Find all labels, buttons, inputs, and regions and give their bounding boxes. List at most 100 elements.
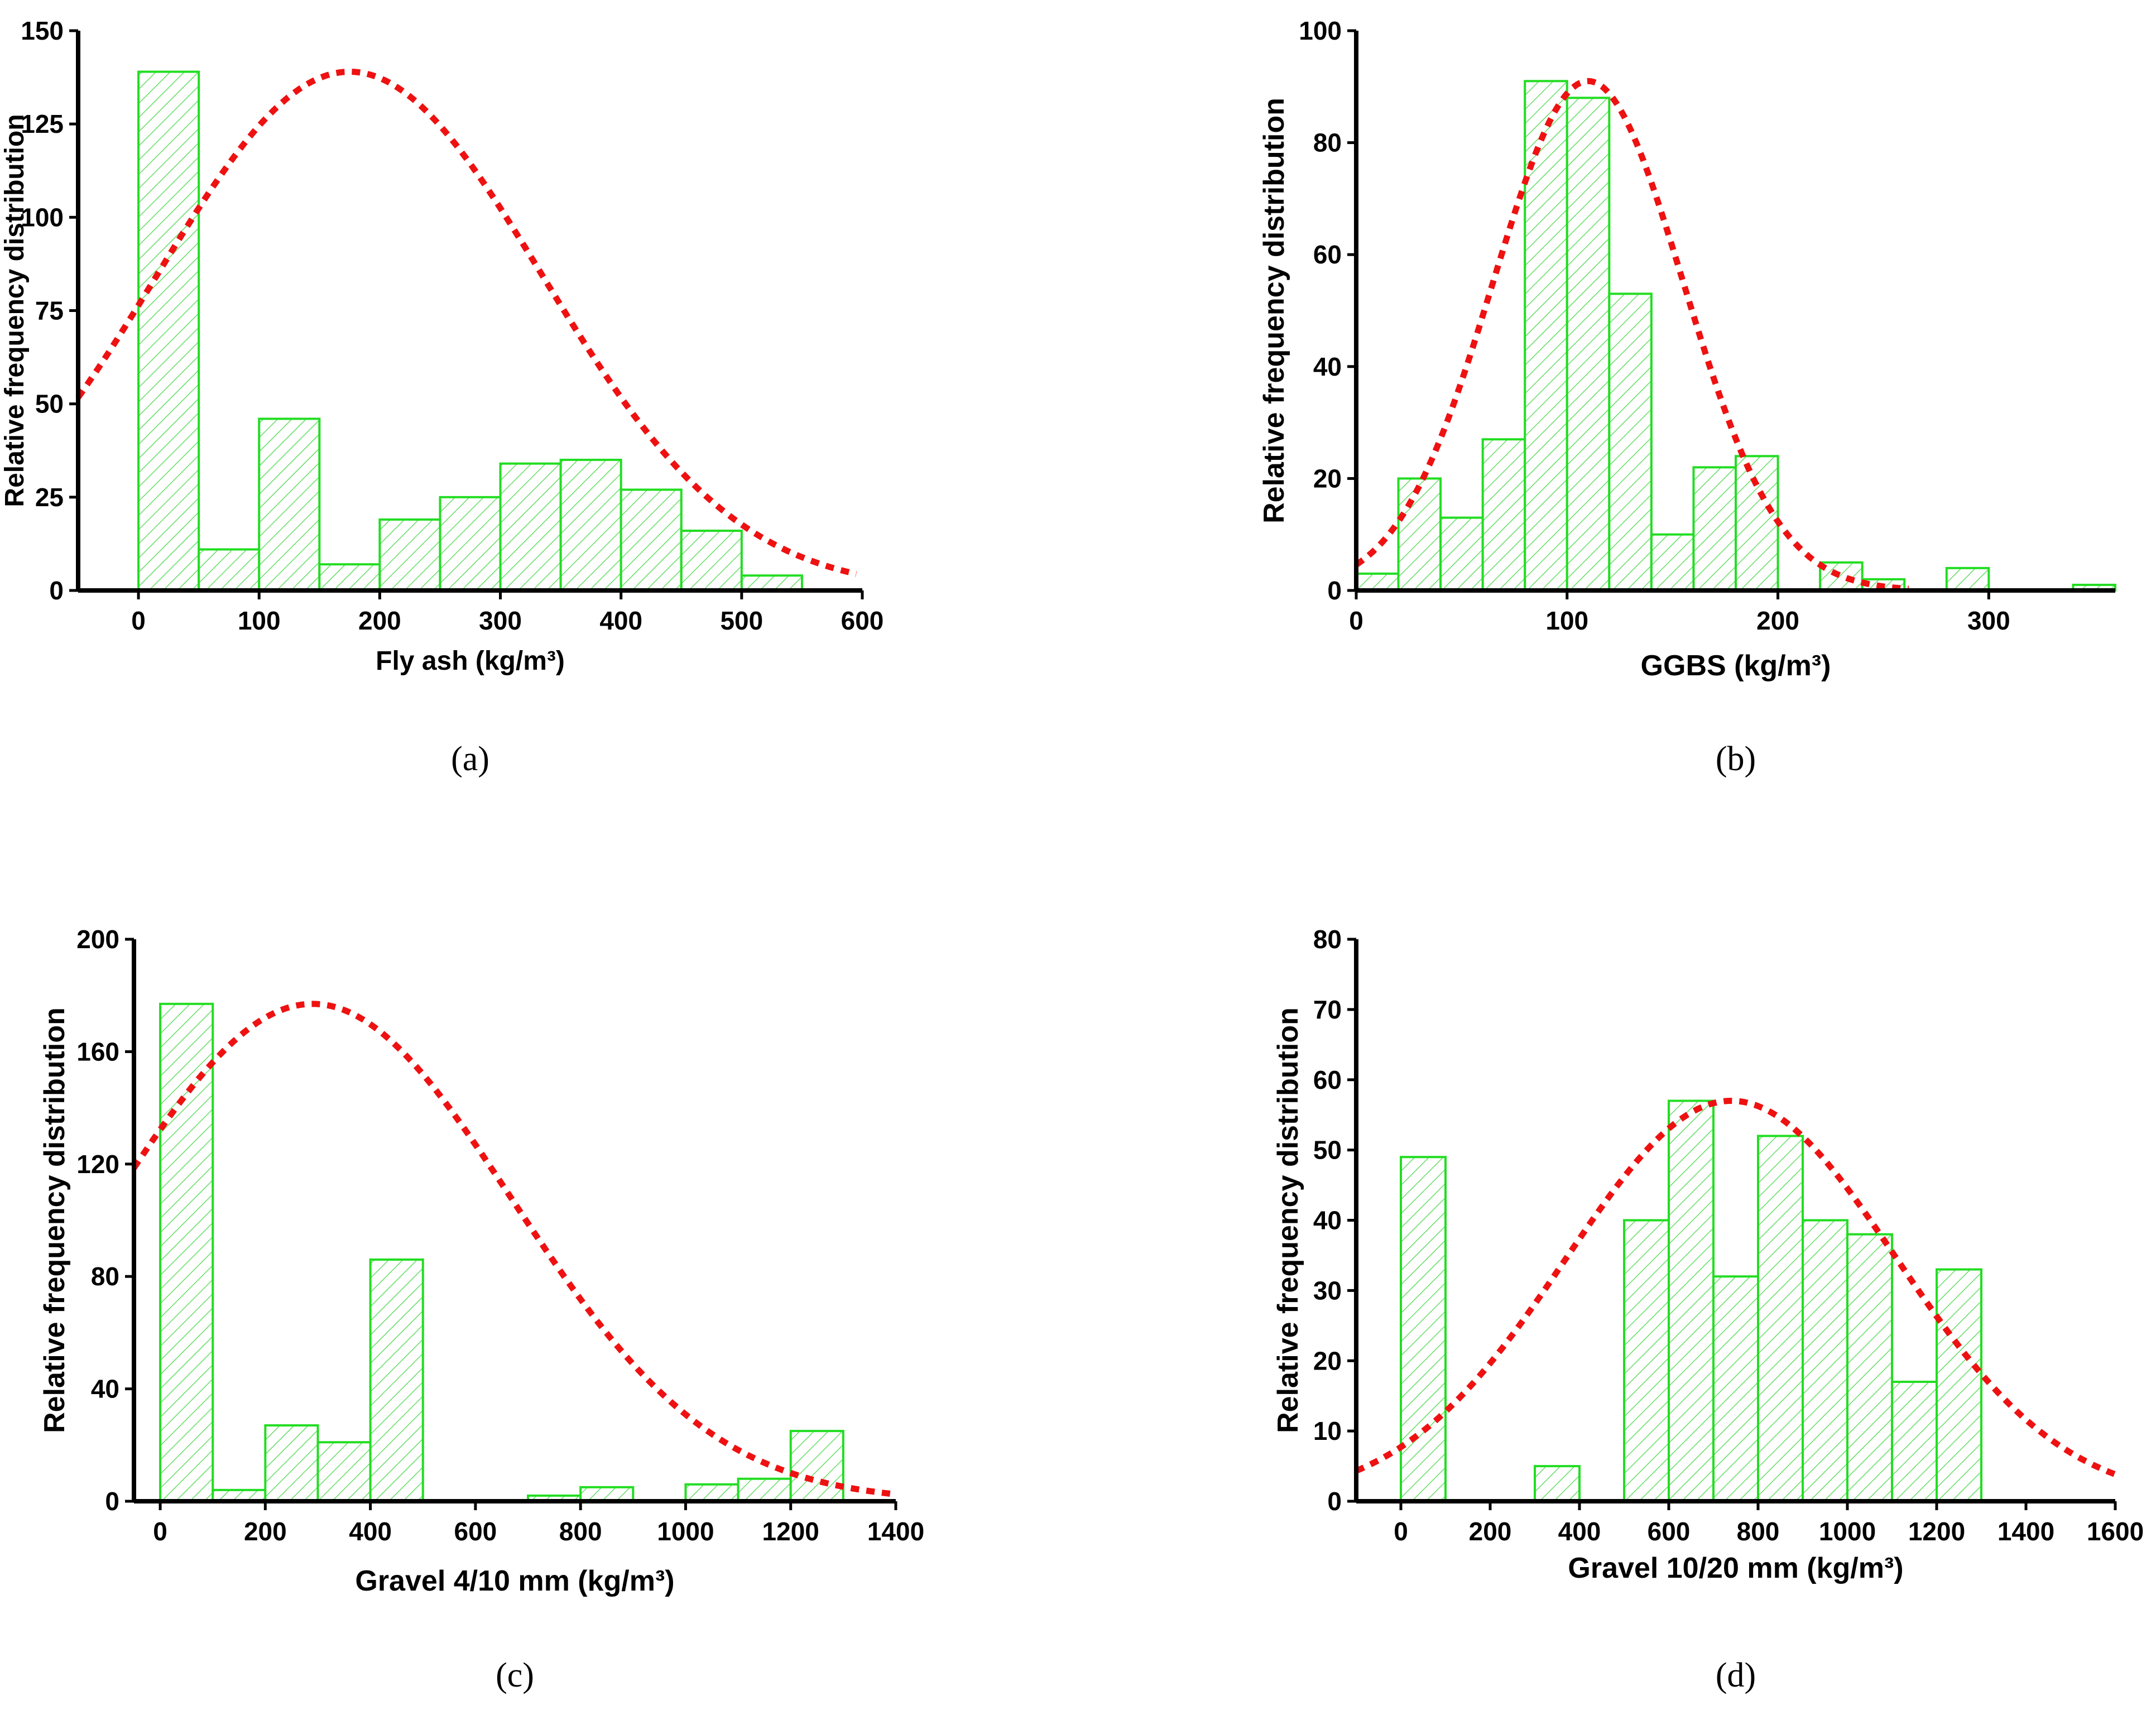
y-axis-title-d: Relative frequency distribution [1272, 1007, 1304, 1433]
x-tick-label-d-7: 1400 [1997, 1517, 2054, 1546]
x-tick-label-d-8: 1600 [2087, 1517, 2144, 1546]
y-tick-label-a-6: 150 [21, 16, 64, 45]
x-tick-label-c-7: 1400 [867, 1517, 924, 1546]
histogram-bar-a-7 [559, 458, 622, 592]
histogram-bar-d-5 [1757, 1135, 1804, 1502]
panel-caption-c: (c) [496, 1656, 534, 1694]
y-tick-label-d-7: 70 [1313, 995, 1342, 1024]
chart-panel-a: 0 25 50 75 100 125 150 0 100 200 300 400 500 600 Fly a… [0, 16, 883, 778]
x-tick-label-d-2: 400 [1558, 1517, 1601, 1546]
normal-fit-curve-d [1355, 1097, 2116, 1477]
y-tick-label-b-3: 60 [1313, 240, 1342, 269]
y-tick-label-d-3: 30 [1313, 1276, 1342, 1305]
x-tick-label-c-0: 0 [153, 1517, 167, 1546]
histogram-bar-a-6 [499, 462, 562, 592]
panel-caption-a: (a) [451, 740, 489, 778]
x-tick-label-c-4: 800 [559, 1517, 602, 1546]
y-tick-label-b-1: 20 [1313, 464, 1342, 493]
histogram-bar-c-3 [316, 1441, 372, 1502]
y-tick-label-b-5: 100 [1299, 16, 1342, 45]
y-tick-label-a-2: 50 [35, 390, 64, 419]
y-tick-label-d-4: 40 [1313, 1206, 1342, 1235]
histogram-bar-c-4 [369, 1258, 424, 1502]
histogram-bar-a-9 [680, 530, 743, 592]
y-axis-title-b: Relative frequency distribution [1258, 98, 1290, 523]
histogram-bar-b-1 [1397, 477, 1442, 592]
y-axis-title-a: Relative frequency distribution [0, 114, 30, 507]
normal-fit-curve-c [131, 1001, 896, 1497]
y-tick-label-c-2: 80 [91, 1262, 119, 1291]
y-tick-label-c-1: 40 [91, 1375, 119, 1404]
histogram-bar-c-7 [684, 1483, 740, 1503]
x-tick-label-b-3: 300 [1967, 606, 2010, 635]
histogram-bar-d-9 [1936, 1268, 1982, 1503]
histogram-bar-d-2 [1623, 1219, 1670, 1502]
x-tick-label-a-6: 600 [841, 606, 884, 635]
chart-panel-c: 0 40 80 120 160 200 0 200 400 600 800 1000 1200 1400 G… [39, 925, 924, 1694]
histogram-bar-d-3 [1668, 1099, 1715, 1502]
x-tick-label-c-6: 1200 [762, 1517, 819, 1546]
x-tick-label-d-4: 800 [1737, 1517, 1780, 1546]
histogram-bar-a-5 [439, 496, 502, 592]
normal-fit-curve-b [1354, 78, 1909, 592]
histogram-bar-a-8 [620, 488, 683, 592]
x-axis-title-c: Gravel 4/10 mm (kg/m³) [355, 1565, 674, 1597]
chart-panel-b: 0 20 40 60 80 100 0 100 200 300 GGBS (kg/m³) Relati… [1258, 16, 2116, 778]
y-tick-label-d-1: 10 [1313, 1416, 1342, 1445]
histogram-bar-b-4 [1524, 80, 1568, 592]
x-tick-label-c-5: 1000 [657, 1517, 714, 1546]
normal-fit-curve-a [75, 69, 857, 577]
panel-caption-d: (d) [1716, 1656, 1756, 1694]
histogram-bar-b-12 [1945, 566, 1990, 592]
y-tick-label-c-3: 120 [76, 1150, 119, 1179]
x-axis-title-d: Gravel 10/20 mm (kg/m³) [1568, 1552, 1903, 1584]
y-tick-label-d-2: 20 [1313, 1346, 1342, 1375]
histogram-bar-d-1 [1534, 1465, 1581, 1502]
histogram-bar-a-4 [378, 518, 441, 592]
histogram-bar-b-8 [1692, 466, 1737, 592]
histogram-bar-b-0 [1355, 572, 1400, 592]
y-tick-label-d-5: 50 [1313, 1136, 1342, 1165]
histogram-bar-b-6 [1608, 292, 1653, 592]
x-axis-title-b: GGBS (kg/m³) [1641, 650, 1831, 682]
histogram-bar-b-7 [1650, 533, 1695, 592]
y-tick-label-a-5: 125 [21, 109, 64, 138]
histogram-bar-d-4 [1712, 1275, 1759, 1502]
x-tick-label-d-5: 1000 [1819, 1517, 1876, 1546]
histogram-bar-d-7 [1846, 1233, 1893, 1503]
histogram-bar-b-2 [1439, 516, 1484, 592]
x-tick-label-b-1: 100 [1545, 606, 1588, 635]
y-tick-label-d-8: 80 [1313, 925, 1342, 954]
x-tick-label-c-2: 400 [349, 1517, 392, 1546]
y-tick-label-a-4: 100 [21, 203, 64, 232]
histogram-bar-a-1 [198, 548, 261, 592]
histogram-bar-a-3 [318, 563, 381, 592]
x-tick-label-c-3: 600 [454, 1517, 497, 1546]
histogram-bar-c-0 [159, 1002, 214, 1503]
x-axis-title-a: Fly ash (kg/m³) [376, 646, 565, 676]
histogram-bar-d-8 [1891, 1381, 1938, 1502]
histogram-bar-b-3 [1481, 438, 1526, 592]
histogram-bar-c-8 [737, 1477, 792, 1502]
histogram-bar-b-9 [1735, 455, 1779, 592]
x-tick-label-d-6: 1200 [1908, 1517, 1965, 1546]
x-tick-label-a-3: 300 [479, 606, 522, 635]
y-tick-label-a-3: 75 [35, 296, 64, 325]
x-tick-label-a-4: 400 [599, 606, 642, 635]
histogram-bar-d-6 [1802, 1219, 1848, 1502]
histogram-bar-c-9 [789, 1430, 844, 1502]
x-tick-label-c-1: 200 [244, 1517, 287, 1546]
x-tick-label-a-5: 500 [720, 606, 763, 635]
x-tick-label-b-2: 200 [1756, 606, 1799, 635]
histogram-bar-c-2 [264, 1424, 319, 1502]
histogram-bar-a-2 [258, 417, 321, 592]
y-tick-label-c-4: 160 [76, 1037, 119, 1066]
y-tick-label-b-2: 40 [1313, 352, 1342, 381]
y-tick-label-a-1: 25 [35, 483, 64, 512]
x-tick-label-a-0: 0 [131, 606, 146, 635]
histogram-bar-a-10 [740, 574, 803, 592]
histogram-bar-a-0 [137, 70, 200, 592]
y-tick-label-d-0: 0 [1327, 1487, 1342, 1516]
